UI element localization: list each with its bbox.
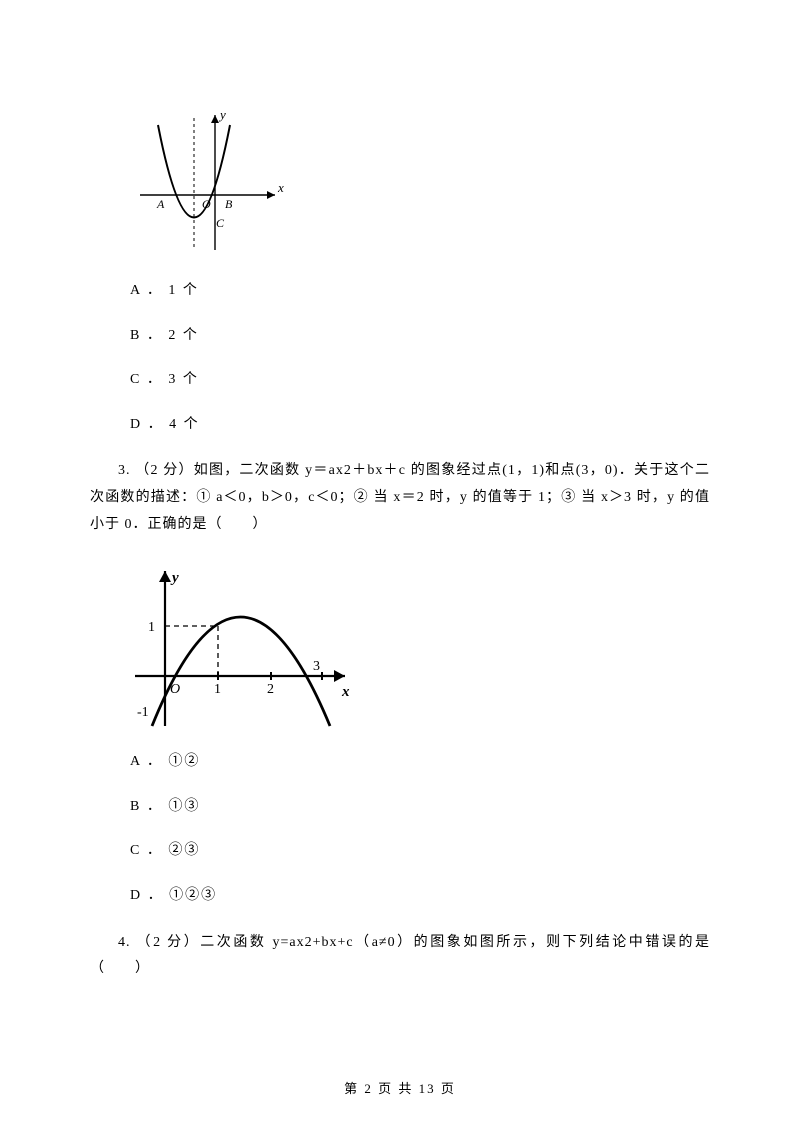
q2-figure: y x A O B C [130, 100, 710, 260]
q2-label-y: y [218, 107, 226, 122]
q2-option-A: A ． 1 个 [130, 278, 710, 305]
q3-option-A: A ． ①② [130, 749, 710, 776]
q3-option-C: C ． ②③ [130, 838, 710, 865]
q3-label-y: y [170, 570, 179, 586]
q3-label-neg1: -1 [137, 705, 149, 720]
q2-option-B: B ． 2 个 [130, 323, 710, 350]
page-footer: 第 2 页 共 13 页 [0, 1077, 800, 1102]
q2-parabola-diagram: y x A O B C [130, 100, 290, 260]
q2-label-A: A [156, 197, 165, 211]
q2-option-D: D ． 4 个 [130, 412, 710, 439]
q3-label-one-x: 1 [214, 682, 221, 697]
q2-label-B: B [225, 197, 233, 211]
q3-label-x: x [341, 684, 350, 700]
page-content: y x A O B C A ． 1 个 B ． 2 个 C ． 3 个 D ． … [90, 100, 710, 983]
q2-label-C: C [216, 216, 225, 230]
q3-label-two-x: 2 [267, 682, 274, 697]
q3-option-B: B ． ①③ [130, 794, 710, 821]
q4-text: 4. （2 分）二次函数 y=ax2+bx+c（a≠0）的图象如图所示，则下列结… [90, 930, 710, 983]
q3-option-D: D ． ①②③ [130, 883, 710, 910]
q3-parabola-diagram: y x 1 O 1 2 3 -1 [130, 556, 360, 731]
q3-label-O: O [170, 682, 180, 697]
q3-text: 3. （2 分）如图，二次函数 y＝ax2＋bx＋c 的图象经过点(1，1)和点… [90, 458, 710, 538]
q3-figure: y x 1 O 1 2 3 -1 [130, 556, 710, 731]
q2-option-C: C ． 3 个 [130, 367, 710, 394]
q3-label-three-x: 3 [313, 659, 320, 674]
q2-label-O: O [202, 197, 211, 211]
q3-label-one-y: 1 [148, 620, 155, 635]
q2-label-x: x [277, 180, 284, 195]
